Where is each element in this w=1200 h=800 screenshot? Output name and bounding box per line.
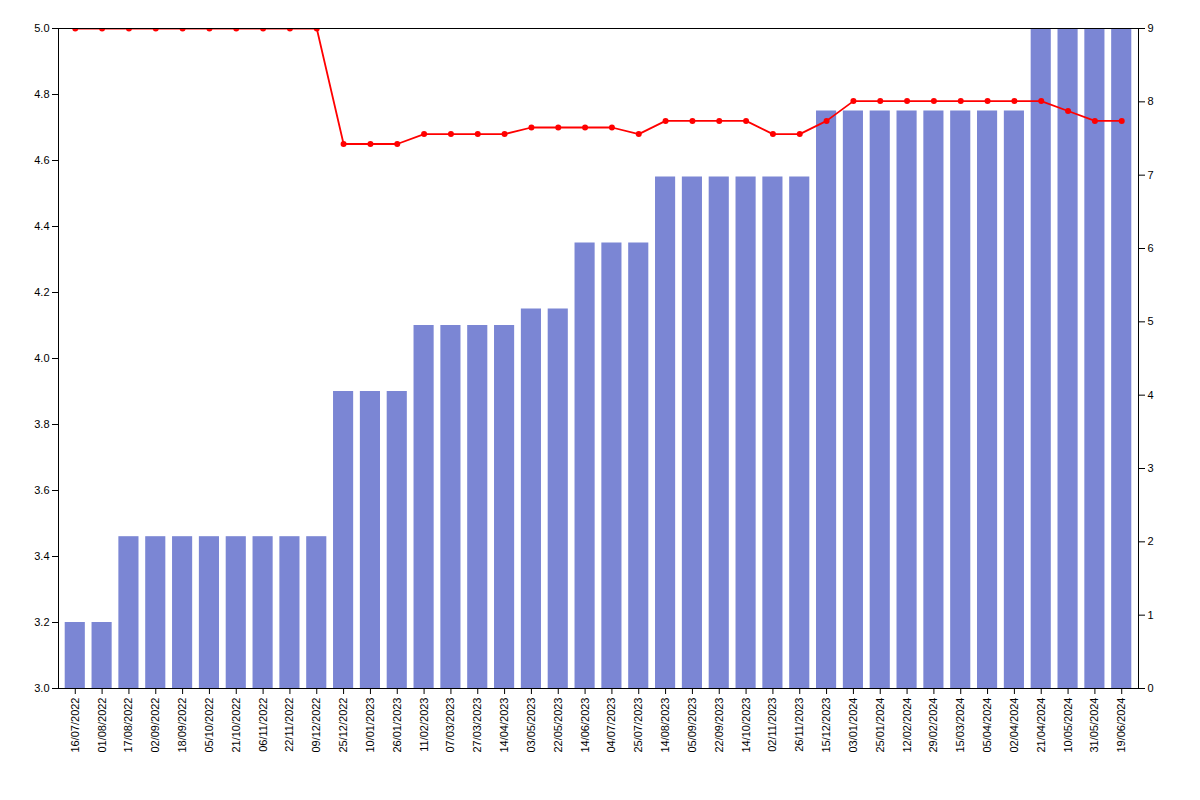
svg-text:17/08/2022: 17/08/2022: [122, 698, 134, 753]
svg-text:02/11/2023: 02/11/2023: [766, 698, 778, 752]
svg-text:25/07/2023: 25/07/2023: [632, 698, 644, 753]
svg-text:02/04/2024: 02/04/2024: [1008, 698, 1020, 753]
svg-text:15/03/2024: 15/03/2024: [954, 698, 966, 753]
svg-text:05/04/2024: 05/04/2024: [981, 698, 993, 753]
svg-text:4.8: 4.8: [34, 88, 49, 100]
svg-text:4: 4: [1148, 389, 1154, 401]
svg-text:4.2: 4.2: [34, 286, 49, 298]
svg-text:10/01/2023: 10/01/2023: [364, 698, 376, 753]
svg-text:4.4: 4.4: [34, 220, 49, 232]
svg-text:01/08/2022: 01/08/2022: [96, 698, 108, 753]
svg-text:19/06/2024: 19/06/2024: [1115, 698, 1127, 753]
svg-text:22/11/2022: 22/11/2022: [283, 698, 295, 752]
svg-text:3.0: 3.0: [34, 682, 49, 694]
svg-text:6: 6: [1148, 242, 1154, 254]
svg-text:18/09/2022: 18/09/2022: [176, 698, 188, 753]
svg-text:29/02/2024: 29/02/2024: [927, 698, 939, 753]
svg-text:14/06/2023: 14/06/2023: [579, 698, 591, 753]
svg-text:26/11/2023: 26/11/2023: [793, 698, 805, 752]
svg-text:21/04/2024: 21/04/2024: [1035, 698, 1047, 753]
svg-text:5.0: 5.0: [34, 22, 49, 34]
svg-text:14/08/2023: 14/08/2023: [659, 698, 671, 753]
svg-text:3: 3: [1148, 462, 1154, 474]
svg-text:14/04/2023: 14/04/2023: [498, 698, 510, 753]
svg-text:04/07/2023: 04/07/2023: [605, 698, 617, 753]
svg-text:03/05/2023: 03/05/2023: [525, 698, 537, 753]
svg-text:4.6: 4.6: [34, 154, 49, 166]
svg-text:09/12/2022: 09/12/2022: [310, 698, 322, 753]
svg-text:27/03/2023: 27/03/2023: [471, 698, 483, 753]
svg-text:0: 0: [1148, 682, 1154, 694]
svg-text:3.6: 3.6: [34, 484, 49, 496]
svg-text:10/05/2024: 10/05/2024: [1062, 698, 1074, 753]
svg-text:05/10/2022: 05/10/2022: [203, 698, 215, 753]
svg-text:4.0: 4.0: [34, 352, 49, 364]
svg-text:1: 1: [1148, 609, 1154, 621]
svg-text:03/01/2024: 03/01/2024: [847, 698, 859, 753]
svg-text:11/02/2023: 11/02/2023: [418, 698, 430, 752]
svg-text:25/12/2022: 25/12/2022: [337, 698, 349, 753]
svg-text:3.8: 3.8: [34, 418, 49, 430]
svg-text:9: 9: [1148, 22, 1154, 34]
svg-text:31/05/2024: 31/05/2024: [1088, 698, 1100, 753]
svg-text:8: 8: [1148, 95, 1154, 107]
svg-text:02/09/2022: 02/09/2022: [149, 698, 161, 753]
svg-text:14/10/2023: 14/10/2023: [740, 698, 752, 753]
svg-text:07/03/2023: 07/03/2023: [444, 698, 456, 753]
svg-text:05/09/2023: 05/09/2023: [686, 698, 698, 753]
svg-text:7: 7: [1148, 169, 1154, 181]
svg-text:3.2: 3.2: [34, 616, 49, 628]
svg-text:15/12/2023: 15/12/2023: [820, 698, 832, 753]
svg-text:16/07/2022: 16/07/2022: [69, 698, 81, 753]
svg-text:22/05/2023: 22/05/2023: [552, 698, 564, 753]
svg-text:26/01/2023: 26/01/2023: [391, 698, 403, 753]
svg-text:3.4: 3.4: [34, 550, 49, 562]
svg-text:2: 2: [1148, 535, 1154, 547]
svg-text:5: 5: [1148, 315, 1154, 327]
svg-text:22/09/2023: 22/09/2023: [713, 698, 725, 753]
svg-text:21/10/2022: 21/10/2022: [230, 698, 242, 753]
svg-text:06/11/2022: 06/11/2022: [257, 698, 269, 752]
svg-text:25/01/2024: 25/01/2024: [874, 698, 886, 753]
svg-text:12/02/2024: 12/02/2024: [901, 698, 913, 753]
